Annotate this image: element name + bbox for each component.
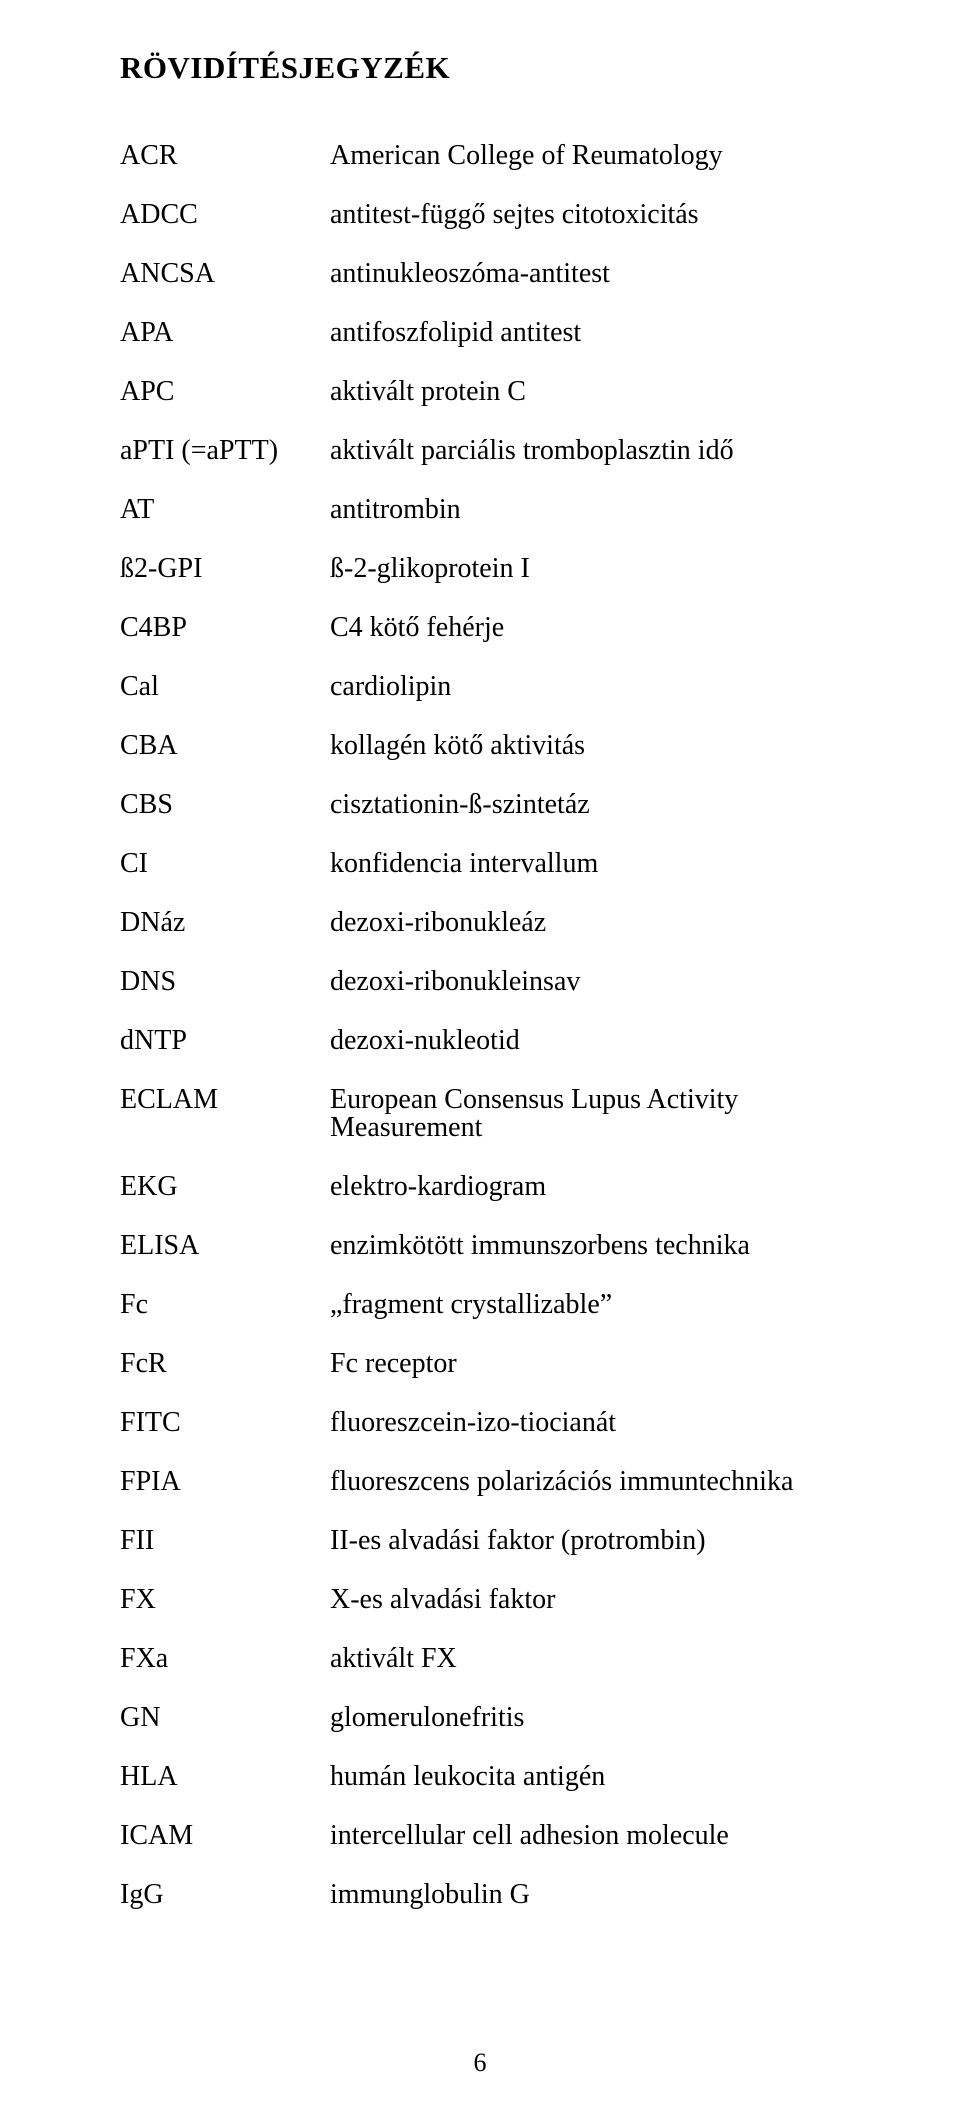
abbreviation-definition: kollagén kötő aktivitás — [330, 732, 870, 760]
abbreviation-definition: elektro-kardiogram — [330, 1173, 870, 1201]
abbreviation-definition: „fragment crystallizable” — [330, 1291, 870, 1319]
document-page: RÖVIDÍTÉSJEGYZÉK ACRAmerican College of … — [0, 0, 960, 2118]
abbreviation-entry: IgGimmunglobulin G — [120, 1881, 870, 1909]
abbreviation-entry: APCaktivált protein C — [120, 378, 870, 406]
abbreviation-term: ECLAM — [120, 1086, 330, 1142]
abbreviation-term: aPTI (=aPTT) — [120, 437, 330, 465]
abbreviation-entry: ELISAenzimkötött immunszorbens technika — [120, 1232, 870, 1260]
abbreviation-term: FcR — [120, 1350, 330, 1378]
abbreviation-entry: ECLAMEuropean Consensus Lupus Activity M… — [120, 1086, 870, 1142]
abbreviation-term: FII — [120, 1527, 330, 1555]
abbreviation-definition: American College of Reumatology — [330, 142, 870, 170]
abbreviation-entry: DNSdezoxi-ribonukleinsav — [120, 968, 870, 996]
abbreviation-entry: dNTPdezoxi-nukleotid — [120, 1027, 870, 1055]
abbreviation-term: FITC — [120, 1409, 330, 1437]
abbreviation-term: IgG — [120, 1881, 330, 1909]
abbreviation-definition: enzimkötött immunszorbens technika — [330, 1232, 870, 1260]
abbreviation-term: ICAM — [120, 1822, 330, 1850]
abbreviation-definition: antinukleoszóma-antitest — [330, 260, 870, 288]
abbreviation-entry: ß2-GPIß-2-glikoprotein I — [120, 555, 870, 583]
abbreviation-term: APA — [120, 319, 330, 347]
abbreviation-term: GN — [120, 1704, 330, 1732]
abbreviation-term: ß2-GPI — [120, 555, 330, 583]
abbreviation-entry: APAantifoszfolipid antitest — [120, 319, 870, 347]
abbreviation-entry: FITCfluoreszcein-izo-tiocianát — [120, 1409, 870, 1437]
abbreviation-definition: dezoxi-nukleotid — [330, 1027, 870, 1055]
abbreviation-entry: CBScisztationin-ß-szintetáz — [120, 791, 870, 819]
abbreviation-term: EKG — [120, 1173, 330, 1201]
abbreviation-entry: Fc„fragment crystallizable” — [120, 1291, 870, 1319]
abbreviation-entry: FXX-es alvadási faktor — [120, 1586, 870, 1614]
abbreviation-entry: FXaaktivált FX — [120, 1645, 870, 1673]
abbreviation-term: ACR — [120, 142, 330, 170]
abbreviation-term: Cal — [120, 673, 330, 701]
abbreviation-term: CI — [120, 850, 330, 878]
abbreviation-entry: aPTI (=aPTT)aktivált parciális trombopla… — [120, 437, 870, 465]
abbreviation-entry: CBAkollagén kötő aktivitás — [120, 732, 870, 760]
abbreviation-term: Fc — [120, 1291, 330, 1319]
abbreviation-definition: glomerulonefritis — [330, 1704, 870, 1732]
abbreviation-definition: antitrombin — [330, 496, 870, 524]
abbreviation-definition: aktivált parciális tromboplasztin idő — [330, 437, 870, 465]
abbreviation-list: ACRAmerican College of ReumatologyADCCan… — [120, 142, 870, 1909]
abbreviation-definition: Fc receptor — [330, 1350, 870, 1378]
abbreviation-term: DNS — [120, 968, 330, 996]
abbreviation-term: HLA — [120, 1763, 330, 1791]
abbreviation-entry: EKGelektro-kardiogram — [120, 1173, 870, 1201]
abbreviation-term: CBS — [120, 791, 330, 819]
abbreviation-entry: FPIAfluoreszcens polarizációs immuntechn… — [120, 1468, 870, 1496]
abbreviation-definition: cisztationin-ß-szintetáz — [330, 791, 870, 819]
abbreviation-term: ADCC — [120, 201, 330, 229]
abbreviation-definition: fluoreszcens polarizációs immuntechnika — [330, 1468, 870, 1496]
abbreviation-definition: humán leukocita antigén — [330, 1763, 870, 1791]
abbreviation-entry: Calcardiolipin — [120, 673, 870, 701]
abbreviation-definition: konfidencia intervallum — [330, 850, 870, 878]
abbreviation-term: FX — [120, 1586, 330, 1614]
abbreviation-definition: ß-2-glikoprotein I — [330, 555, 870, 583]
abbreviation-entry: FcRFc receptor — [120, 1350, 870, 1378]
abbreviation-definition: fluoreszcein-izo-tiocianát — [330, 1409, 870, 1437]
abbreviation-entry: DNázdezoxi-ribonukleáz — [120, 909, 870, 937]
abbreviation-definition: aktivált protein C — [330, 378, 870, 406]
abbreviation-entry: CIkonfidencia intervallum — [120, 850, 870, 878]
abbreviation-definition: antifoszfolipid antitest — [330, 319, 870, 347]
abbreviation-entry: ATantitrombin — [120, 496, 870, 524]
abbreviation-term: FPIA — [120, 1468, 330, 1496]
page-number: 6 — [0, 2048, 960, 2078]
abbreviation-entry: FIIII-es alvadási faktor (protrombin) — [120, 1527, 870, 1555]
abbreviation-definition: X-es alvadási faktor — [330, 1586, 870, 1614]
abbreviation-term: dNTP — [120, 1027, 330, 1055]
abbreviation-definition: intercellular cell adhesion molecule — [330, 1822, 870, 1850]
abbreviation-entry: ACRAmerican College of Reumatology — [120, 142, 870, 170]
abbreviation-term: CBA — [120, 732, 330, 760]
abbreviation-definition: aktivált FX — [330, 1645, 870, 1673]
abbreviation-definition: immunglobulin G — [330, 1881, 870, 1909]
abbreviation-entry: ANCSAantinukleoszóma-antitest — [120, 260, 870, 288]
abbreviation-definition: C4 kötő fehérje — [330, 614, 870, 642]
abbreviation-term: ELISA — [120, 1232, 330, 1260]
abbreviation-definition: antitest-függő sejtes citotoxicitás — [330, 201, 870, 229]
abbreviation-definition: cardiolipin — [330, 673, 870, 701]
abbreviation-entry: C4BPC4 kötő fehérje — [120, 614, 870, 642]
abbreviation-entry: GNglomerulonefritis — [120, 1704, 870, 1732]
abbreviation-term: DNáz — [120, 909, 330, 937]
abbreviation-term: FXa — [120, 1645, 330, 1673]
abbreviation-term: ANCSA — [120, 260, 330, 288]
abbreviation-definition: II-es alvadási faktor (protrombin) — [330, 1527, 870, 1555]
abbreviation-definition: dezoxi-ribonukleinsav — [330, 968, 870, 996]
abbreviation-entry: ADCCantitest-függő sejtes citotoxicitás — [120, 201, 870, 229]
abbreviation-definition: dezoxi-ribonukleáz — [330, 909, 870, 937]
abbreviation-entry: HLAhumán leukocita antigén — [120, 1763, 870, 1791]
abbreviation-entry: ICAMintercellular cell adhesion molecule — [120, 1822, 870, 1850]
abbreviation-definition: European Consensus Lupus Activity Measur… — [330, 1086, 870, 1142]
page-title: RÖVIDÍTÉSJEGYZÉK — [120, 50, 870, 86]
abbreviation-term: AT — [120, 496, 330, 524]
abbreviation-term: APC — [120, 378, 330, 406]
abbreviation-term: C4BP — [120, 614, 330, 642]
